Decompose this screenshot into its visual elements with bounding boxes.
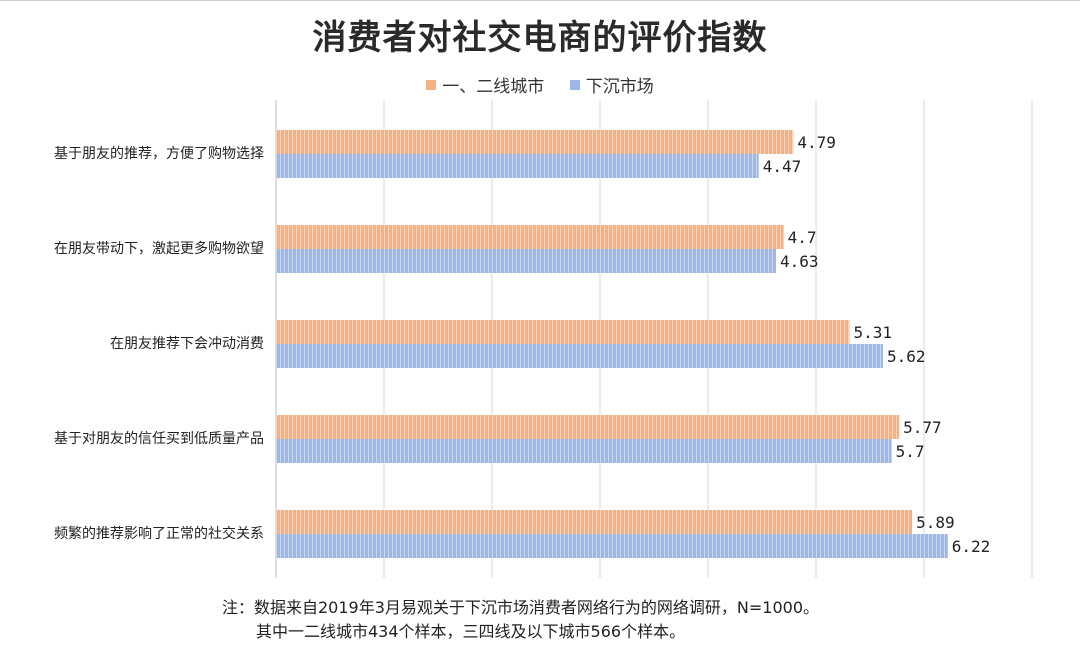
- data-label: 4.79: [797, 133, 836, 152]
- legend: 一、二线城市 下沉市场: [0, 72, 1080, 97]
- category-label: 在朋友带动下，激起更多购物欲望: [54, 240, 264, 257]
- top-border: [0, 0, 1080, 1]
- chart-title: 消费者对社交电商的评价指数: [312, 18, 768, 58]
- legend-item-tier12: 一、二线城市: [426, 72, 544, 97]
- data-label: 5.31: [853, 323, 892, 342]
- bar-lower-tier: [276, 344, 883, 368]
- data-label: 4.47: [763, 157, 802, 176]
- bars: [276, 130, 948, 558]
- category-label: 频繁的推荐影响了正常的社交关系: [54, 525, 264, 542]
- data-label: 5.77: [903, 418, 942, 437]
- bar-chart: 基于朋友的推荐，方便了购物选择 4.79 4.47 在朋友带动下，激起更多购物欲望 4.…: [54, 100, 1033, 578]
- footnote-line-1: 注：数据来自2019年3月易观关于下沉市场消费者网络行为的网络调研，N=1000…: [222, 598, 819, 617]
- bar-tier12: [276, 510, 913, 534]
- bar-lower-tier: [276, 249, 777, 273]
- bar-lower-tier: [276, 534, 948, 558]
- category-label: 基于对朋友的信任买到低质量产品: [54, 430, 264, 447]
- data-label: 6.22: [952, 537, 991, 556]
- footnote-line-2: 其中一二线城市434个样本，三四线及以下城市566个样本。: [256, 622, 686, 641]
- legend-swatch-tier12: [426, 79, 437, 90]
- labels: 基于朋友的推荐，方便了购物选择 4.79 4.47 在朋友带动下，激起更多购物欲望 4.…: [54, 133, 990, 556]
- category-label: 在朋友推荐下会冲动消费: [110, 336, 264, 352]
- data-label: 5.89: [916, 513, 955, 532]
- bar-tier12: [276, 415, 900, 439]
- legend-swatch-lower-tier: [569, 79, 580, 90]
- data-label: 5.7: [896, 442, 925, 461]
- data-label: 4.63: [780, 252, 819, 271]
- bar-tier12: [276, 320, 850, 344]
- bar-tier12: [276, 130, 794, 154]
- bar-lower-tier: [276, 154, 759, 178]
- bar-lower-tier: [276, 439, 892, 463]
- bar-tier12: [276, 225, 784, 249]
- data-label: 5.62: [887, 347, 926, 366]
- footnote: 注：数据来自2019年3月易观关于下沉市场消费者网络行为的网络调研，N=1000…: [222, 596, 819, 644]
- legend-label-lower-tier: 下沉市场: [585, 77, 654, 97]
- category-label: 基于朋友的推荐，方便了购物选择: [54, 145, 264, 162]
- legend-item-lower-tier: 下沉市场: [569, 72, 654, 97]
- legend-label-tier12: 一、二线城市: [442, 77, 545, 97]
- data-label: 4.7: [788, 228, 817, 247]
